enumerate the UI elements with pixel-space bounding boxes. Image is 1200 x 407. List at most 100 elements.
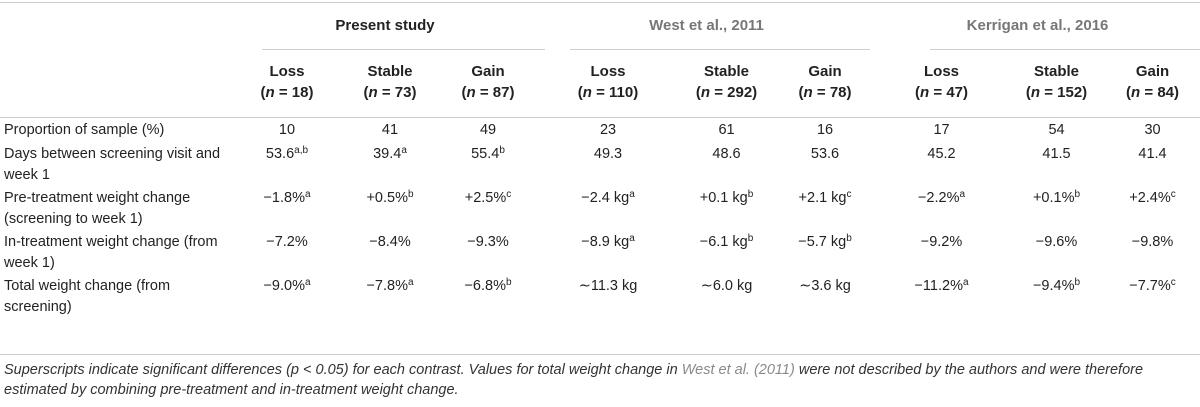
subheader-count: (n = 292) [695, 84, 758, 101]
table-cell: 41.5 [1008, 144, 1105, 188]
table-row: Days between screening visit and week 1 5… [0, 144, 1200, 188]
table-row: Total weight change (from screening) −9.0… [0, 276, 1200, 322]
table-row: Pre-treatment weight change (screening t… [0, 188, 1200, 232]
cell-value: 30 [1144, 122, 1161, 138]
table-cell: 10 [232, 114, 342, 144]
table-cell: −5.7 kgb [775, 232, 875, 276]
row-label: Proportion of sample (%) [4, 122, 165, 138]
table-cell: 53.6 [775, 144, 875, 188]
row-label: Days between screening visit and week 1 [4, 146, 221, 183]
table-cell: ∼3.6 kg [775, 276, 875, 322]
significance-superscript: a [959, 189, 966, 200]
significance-superscript: a [304, 189, 311, 200]
group-header-present-study: Present study [335, 16, 435, 34]
table-cell: +2.1 kgc [775, 188, 875, 232]
cell-value: 54 [1048, 122, 1065, 138]
table-cell: 41 [342, 114, 438, 144]
subheader-count: (n = 87) [461, 84, 515, 101]
table-cell: −7.8%a [342, 276, 438, 322]
cell-value: 10 [278, 122, 296, 138]
group-header-kerrigan-2016: Kerrigan et al., 2016 [966, 16, 1109, 34]
cell-value: 53.6 [265, 146, 295, 162]
table-footnote: Superscripts indicate significant differ… [4, 360, 1194, 400]
significance-superscript: a,b [294, 145, 309, 156]
significance-superscript: a [962, 277, 969, 288]
cell-value: 41.5 [1042, 146, 1071, 162]
footnote-text: Superscripts indicate significant differ… [4, 362, 682, 378]
data-table: Present study West et al., 2011 Kerrigan… [0, 0, 1200, 322]
header-bottom-rule [0, 117, 1200, 118]
table-cell: −8.9 kga [538, 232, 678, 276]
cell-value: ∼6.0 kg [700, 278, 753, 294]
cell-value: 41.4 [1138, 146, 1167, 162]
cell-value: 39.4 [373, 146, 402, 162]
table-row: Proportion of sample (%) 10 41 49 23 61 16 17 54… [0, 114, 1200, 144]
subheader-label: Stable [704, 63, 750, 80]
table-cell: −7.2% [232, 232, 342, 276]
subheader-count: (n = 47) [915, 84, 968, 101]
subheader-row: Loss (n = 18) Stable (n = 73) Gain (n = 87) Lo… [0, 50, 1200, 114]
subheader-label: Gain [471, 63, 505, 80]
cell-value: +2.1 kg [798, 190, 847, 206]
cell-value: −6.1 kg [699, 234, 748, 250]
table-cell: ∼6.0 kg [678, 276, 775, 322]
cell-value: ∼3.6 kg [799, 278, 851, 294]
significance-superscript: c [1170, 277, 1176, 288]
significance-superscript: c [846, 189, 852, 200]
row-label: In-treatment weight change (from week 1) [4, 234, 218, 271]
subheader-gain: Gain (n = 78) [775, 50, 875, 114]
significance-superscript: a [304, 277, 311, 288]
significance-superscript: b [499, 145, 505, 156]
cell-value: 49 [479, 122, 497, 138]
cell-value: −5.7 kg [798, 234, 847, 250]
table-bottom-rule [0, 354, 1200, 355]
cell-value: 23 [599, 122, 617, 138]
table-cell: 54 [1008, 114, 1105, 144]
significance-superscript: b [1074, 277, 1081, 288]
table-cell: +0.1 kgb [678, 188, 775, 232]
footnote-reference-link[interactable]: West et al. (2011) [681, 362, 795, 378]
table-cell: +0.1%b [1008, 188, 1105, 232]
cell-value: +2.4% [1129, 190, 1171, 206]
cell-value: −9.0% [263, 278, 305, 294]
subheader-count: (n = 152) [1025, 84, 1088, 101]
corner-cell [0, 50, 232, 114]
cell-value: 55.4 [471, 146, 500, 162]
subheader-gain: Gain (n = 84) [1105, 50, 1200, 114]
cell-value: 61 [718, 122, 735, 138]
table-cell: 17 [875, 114, 1008, 144]
table-cell: 49 [438, 114, 538, 144]
table-cell: +2.5%c [438, 188, 538, 232]
cell-value: −8.4% [369, 234, 411, 250]
cell-value: −9.4% [1032, 278, 1075, 294]
table-cell: −6.8%b [438, 276, 538, 322]
cell-value: 41 [381, 122, 399, 138]
group-rule-west-2011 [570, 49, 870, 50]
significance-superscript: b [747, 233, 754, 244]
cell-value: −1.8% [263, 190, 305, 206]
cell-value: 45.2 [927, 146, 956, 162]
table-cell: −7.7%c [1105, 276, 1200, 322]
table-cell: 30 [1105, 114, 1200, 144]
table-cell: −2.2%a [875, 188, 1008, 232]
cell-value: −7.7% [1129, 278, 1171, 294]
significance-superscript: b [747, 189, 754, 200]
subheader-loss: Loss (n = 18) [232, 50, 342, 114]
table-cell: −9.8% [1105, 232, 1200, 276]
subheader-count: (n = 78) [798, 84, 852, 101]
significance-superscript: a [629, 189, 635, 200]
cell-value: −8.9 kg [581, 234, 630, 250]
table-cell: −6.1 kgb [678, 232, 775, 276]
cell-value: ∼11.3 kg [578, 278, 638, 294]
group-header-row: Present study West et al., 2011 Kerrigan… [0, 0, 1200, 50]
table-cell: −9.0%a [232, 276, 342, 322]
row-label: Pre-treatment weight change (screening t… [4, 190, 191, 227]
cell-value: −7.8% [366, 278, 408, 294]
subheader-label: Loss [590, 63, 626, 80]
cell-value: −9.6% [1035, 234, 1078, 250]
table-cell: −9.2% [875, 232, 1008, 276]
corner-cell [0, 0, 232, 50]
table-cell: −11.2%a [875, 276, 1008, 322]
subheader-loss: Loss (n = 47) [875, 50, 1008, 114]
